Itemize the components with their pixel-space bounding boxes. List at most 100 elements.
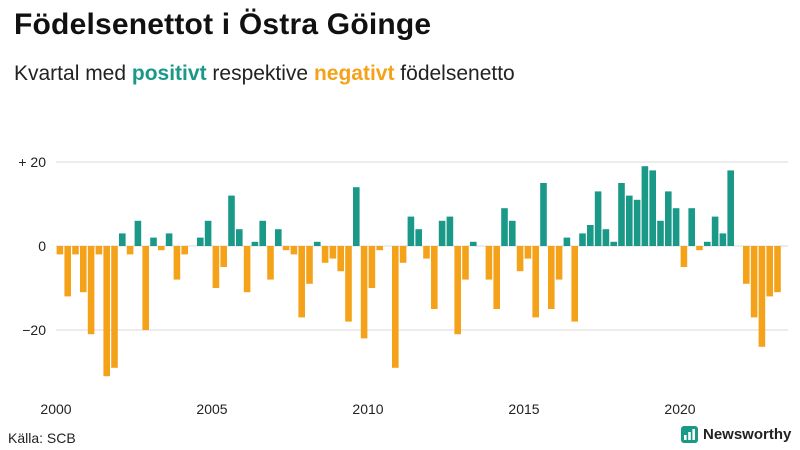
- bar-positive: [711, 216, 719, 246]
- bar-positive: [470, 241, 477, 246]
- bar-positive: [633, 199, 641, 246]
- x-tick-label: 2005: [196, 401, 227, 417]
- bar-negative: [220, 246, 227, 267]
- bar-negative: [243, 246, 251, 293]
- subtitle-positive-word: positivt: [131, 62, 207, 85]
- brand-logo: Newsworthy: [681, 426, 791, 443]
- bar-chart-icon: [681, 426, 698, 443]
- bar-positive: [540, 183, 547, 246]
- bar-negative: [64, 246, 71, 297]
- bar-positive: [579, 233, 586, 246]
- bar-positive: [641, 166, 649, 246]
- bar-positive: [251, 241, 259, 246]
- y-tick-label: + 20: [18, 154, 46, 170]
- bar-positive: [563, 237, 571, 246]
- bar-negative: [337, 246, 344, 272]
- bar-positive: [415, 229, 422, 246]
- bar-negative: [532, 246, 539, 318]
- bar-negative: [360, 246, 368, 339]
- bar-negative: [111, 246, 118, 368]
- x-tick-label: 2000: [40, 401, 71, 417]
- bar-positive: [446, 216, 454, 246]
- bar-negative: [376, 246, 383, 251]
- bar-negative: [493, 246, 500, 309]
- source-note: Källa: SCB: [8, 430, 76, 446]
- bar-positive: [197, 237, 204, 246]
- bar-negative: [758, 246, 766, 347]
- bar-negative: [56, 246, 64, 255]
- bar-positive: [665, 191, 672, 246]
- bar-negative: [95, 246, 103, 255]
- bar-negative: [282, 246, 290, 251]
- bar-negative: [423, 246, 430, 259]
- subtitle-negative-word: negativt: [313, 62, 395, 85]
- bar-negative: [87, 246, 95, 335]
- bar-positive: [618, 183, 625, 246]
- bar-positive: [165, 233, 173, 246]
- bar-negative: [126, 246, 134, 255]
- bar-positive: [610, 241, 617, 246]
- bar-negative: [142, 246, 149, 330]
- bar-negative: [181, 246, 188, 255]
- bar-positive: [228, 195, 235, 246]
- bar-negative: [345, 246, 352, 322]
- chart-subtitle: Kvartal med positivt respektive negativt…: [14, 62, 515, 86]
- bar-positive: [134, 220, 142, 246]
- bar-positive: [119, 233, 126, 246]
- bar-negative: [212, 246, 220, 288]
- bar-positive: [438, 220, 446, 246]
- bar-positive: [657, 220, 664, 246]
- bar-positive: [602, 229, 610, 246]
- bar-negative: [173, 246, 181, 280]
- bar-negative: [750, 246, 758, 318]
- bar-negative: [524, 246, 532, 259]
- bar-negative: [290, 246, 298, 255]
- bar-positive: [407, 216, 415, 246]
- bar-negative: [306, 246, 313, 284]
- subtitle-middle: respektive: [206, 62, 314, 85]
- bar-positive: [259, 220, 266, 246]
- x-tick-label: 2010: [352, 401, 383, 417]
- x-tick-label: 2020: [664, 401, 695, 417]
- bar-positive: [719, 233, 727, 246]
- bar-negative: [743, 246, 750, 284]
- bar-negative: [516, 246, 524, 272]
- bar-positive: [649, 170, 656, 246]
- bar-positive: [501, 208, 508, 246]
- bar-negative: [399, 246, 407, 263]
- bar-negative: [80, 246, 87, 293]
- subtitle-suffix: födelsenetto: [394, 62, 515, 85]
- bar-positive: [672, 208, 680, 246]
- bar-negative: [321, 246, 329, 263]
- bar-negative: [548, 246, 555, 309]
- bar-positive: [626, 195, 633, 246]
- bar-negative: [462, 246, 469, 280]
- bar-negative: [571, 246, 578, 322]
- bar-positive: [587, 225, 594, 246]
- bar-negative: [103, 246, 110, 377]
- bar-positive: [688, 208, 695, 246]
- bar-negative: [774, 246, 781, 293]
- chart-title: Födelsenettot i Östra Göinge: [14, 8, 432, 41]
- bar-positive: [594, 191, 602, 246]
- bar-negative: [696, 246, 703, 251]
- bar-negative: [158, 246, 165, 251]
- bar-negative: [298, 246, 305, 318]
- bar-negative: [431, 246, 438, 309]
- bar-negative: [454, 246, 461, 335]
- bar-positive: [236, 229, 243, 246]
- bar-positive: [204, 220, 212, 246]
- bar-positive: [509, 220, 516, 246]
- x-tick-label: 2015: [508, 401, 539, 417]
- subtitle-prefix: Kvartal med: [14, 62, 132, 85]
- bar-positive: [314, 241, 321, 246]
- bar-negative: [72, 246, 79, 255]
- bar-negative: [329, 246, 337, 259]
- bar-negative: [392, 246, 399, 368]
- bar-positive: [275, 229, 282, 246]
- y-tick-label: 0: [38, 238, 46, 254]
- bar-negative: [680, 246, 688, 267]
- bar-negative: [267, 246, 274, 280]
- bar-positive: [150, 237, 157, 246]
